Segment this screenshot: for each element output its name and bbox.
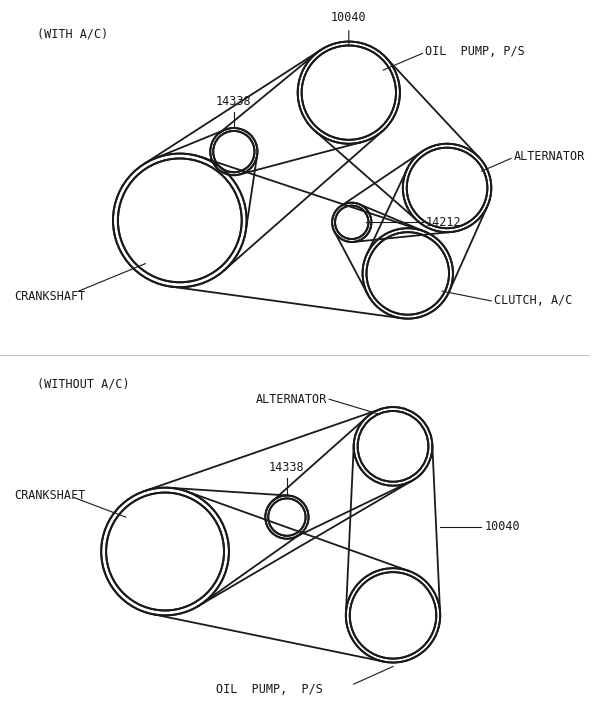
Text: 10040: 10040 [484,520,520,533]
Text: OIL  PUMP,  P/S: OIL PUMP, P/S [216,683,323,696]
Text: OIL  PUMP, P/S: OIL PUMP, P/S [425,45,525,58]
Text: 10040: 10040 [331,11,367,24]
Text: CLUTCH, A/C: CLUTCH, A/C [494,294,572,308]
Text: 14338: 14338 [216,96,251,108]
Text: (WITHOUT A/C): (WITHOUT A/C) [37,378,130,391]
Text: (WITH A/C): (WITH A/C) [37,28,109,41]
Text: CRANKSHAFT: CRANKSHAFT [15,489,86,502]
Text: ALTERNATOR: ALTERNATOR [256,393,327,406]
Text: CRANKSHAFT: CRANKSHAFT [15,289,86,303]
Text: 14212: 14212 [425,216,461,229]
Text: 14338: 14338 [269,461,305,474]
Text: ALTERNATOR: ALTERNATOR [514,150,585,163]
